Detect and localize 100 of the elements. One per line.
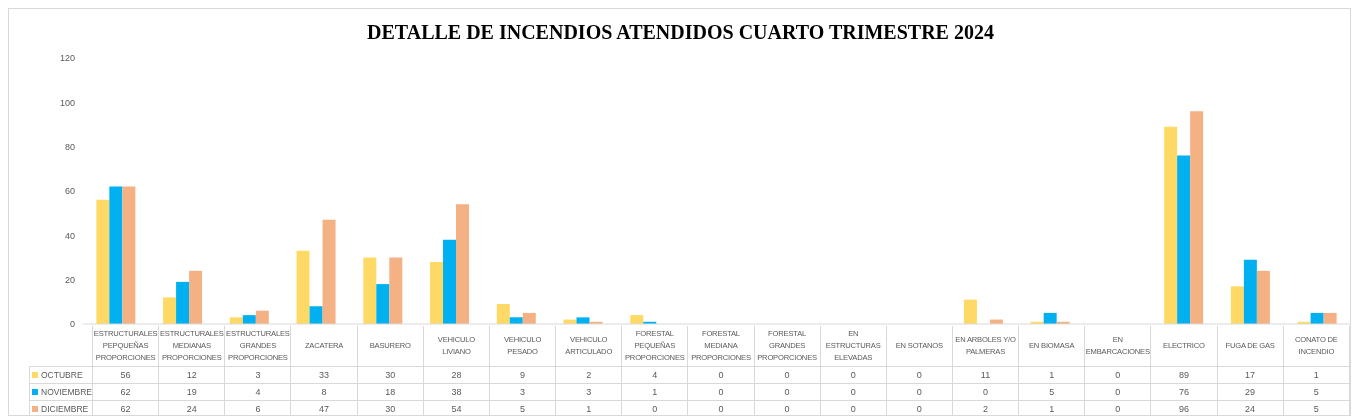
data-label: 9 <box>489 366 556 383</box>
data-label: 89 <box>1150 366 1218 383</box>
data-label: 18 <box>357 383 424 400</box>
bar <box>1177 155 1191 324</box>
bar <box>242 315 256 324</box>
data-label: 0 <box>952 383 1019 400</box>
legend-label: OCTUBRE <box>29 366 93 383</box>
bar <box>176 281 190 324</box>
bar <box>1243 259 1257 324</box>
bar <box>189 270 203 324</box>
data-label: 62 <box>92 383 159 400</box>
data-label: 2 <box>555 366 622 383</box>
y-tick-label: 20 <box>64 274 75 285</box>
data-label: 12 <box>158 366 225 383</box>
data-label: 0 <box>886 366 953 383</box>
data-label: 47 <box>290 400 358 416</box>
bar <box>1256 270 1270 324</box>
bar <box>122 186 136 324</box>
data-label: 0 <box>687 400 755 416</box>
data-label: 28 <box>423 366 490 383</box>
data-label: 6 <box>224 400 291 416</box>
data-label: 0 <box>754 366 821 383</box>
bar <box>1190 111 1204 324</box>
legend-label: DICIEMBRE <box>29 400 93 416</box>
bar <box>522 312 536 324</box>
bar <box>1043 312 1057 324</box>
data-label: 29 <box>1217 383 1284 400</box>
data-label: 24 <box>1217 400 1284 416</box>
bar <box>963 299 977 324</box>
y-tick-label: 60 <box>64 186 75 197</box>
bar <box>322 219 336 324</box>
data-label: 0 <box>820 383 887 400</box>
data-label: 11 <box>952 366 1019 383</box>
chart-title: DETALLE DE INCENDIOS ATENDIDOS CUARTO TRIMESTRE 2024 <box>366 21 995 44</box>
data-label: 17 <box>1217 366 1284 383</box>
data-label: 1 <box>555 400 622 416</box>
data-label: 5 <box>1283 383 1350 400</box>
bar <box>296 250 310 324</box>
data-label: 8 <box>290 383 358 400</box>
bar <box>1230 286 1244 324</box>
bar <box>456 204 470 324</box>
y-tick-label: 80 <box>64 141 75 152</box>
data-label: 1 <box>1018 400 1085 416</box>
data-label: 1 <box>1018 366 1085 383</box>
bar <box>509 317 523 324</box>
legend-label: NOVIEMBRE <box>29 383 93 400</box>
bar <box>229 317 243 324</box>
data-label: 0 <box>754 383 821 400</box>
bar <box>96 199 110 324</box>
data-label: 30 <box>357 400 424 416</box>
data-label: 3 <box>555 383 622 400</box>
data-label: 0 <box>820 400 887 416</box>
bar <box>1310 312 1324 324</box>
data-label: 4 <box>621 366 688 383</box>
bar <box>443 239 457 324</box>
data-label: 96 <box>1150 400 1218 416</box>
bar <box>430 261 444 324</box>
data-label: 0 <box>687 383 755 400</box>
y-tick-label: 0 <box>69 319 75 330</box>
data-label: 5 <box>489 400 556 416</box>
data-label: 5 <box>1283 400 1350 416</box>
bar <box>630 315 644 324</box>
y-tick-label: 40 <box>64 230 75 241</box>
bar <box>163 297 177 324</box>
data-label: 0 <box>621 400 688 416</box>
data-label: 38 <box>423 383 490 400</box>
data-label: 5 <box>1018 383 1085 400</box>
data-label: 0 <box>886 400 953 416</box>
data-label: 24 <box>158 400 225 416</box>
data-label: 3 <box>224 366 291 383</box>
data-label: 30 <box>357 366 424 383</box>
data-label: 56 <box>92 366 159 383</box>
data-label: 3 <box>489 383 556 400</box>
data-label: 0 <box>1084 400 1151 416</box>
data-label: 0 <box>754 400 821 416</box>
data-label: 2 <box>952 400 1019 416</box>
data-label: 1 <box>1283 366 1350 383</box>
data-label: 1 <box>621 383 688 400</box>
data-label: 19 <box>158 383 225 400</box>
bar <box>496 304 510 324</box>
bar <box>1164 126 1178 324</box>
data-label: 33 <box>290 366 358 383</box>
y-tick-label: 100 <box>59 97 75 108</box>
bar <box>1323 312 1337 324</box>
bar <box>376 284 390 324</box>
bar <box>309 306 323 324</box>
data-label: 0 <box>1084 366 1151 383</box>
bar <box>109 186 123 324</box>
data-label: 0 <box>820 366 887 383</box>
data-label: 62 <box>92 400 159 416</box>
data-label: 76 <box>1150 383 1218 400</box>
data-label: 4 <box>224 383 291 400</box>
bar <box>389 257 403 324</box>
data-label: 0 <box>1084 383 1151 400</box>
data-label: 0 <box>687 366 755 383</box>
data-label: 0 <box>886 383 953 400</box>
bar <box>576 317 590 324</box>
y-tick-label: 120 <box>59 53 75 64</box>
data-label: 54 <box>423 400 490 416</box>
bar <box>363 257 377 324</box>
